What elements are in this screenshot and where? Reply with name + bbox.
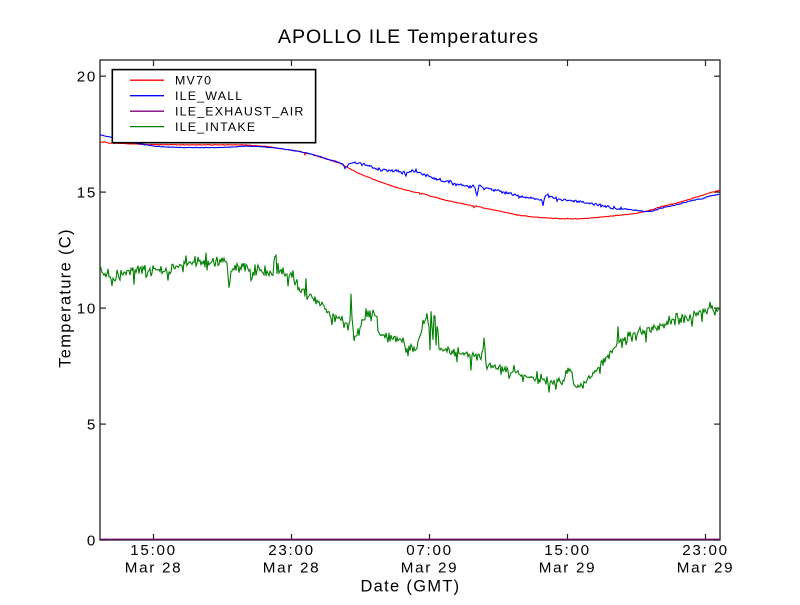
svg-text:Mar 29: Mar 29 xyxy=(401,560,458,577)
svg-text:APOLLO ILE Temperatures: APOLLO ILE Temperatures xyxy=(278,26,539,48)
svg-text:15: 15 xyxy=(77,185,97,202)
svg-text:Date (GMT): Date (GMT) xyxy=(360,578,460,596)
svg-text:15:00: 15:00 xyxy=(130,542,177,559)
svg-text:20: 20 xyxy=(77,69,97,86)
svg-text:MV70: MV70 xyxy=(175,74,212,88)
svg-text:Temperature (C): Temperature (C) xyxy=(57,228,75,368)
svg-text:ILE_INTAKE: ILE_INTAKE xyxy=(175,120,256,134)
svg-text:07:00: 07:00 xyxy=(406,542,453,559)
svg-text:5: 5 xyxy=(87,416,97,433)
svg-text:15:00: 15:00 xyxy=(544,542,591,559)
svg-text:0: 0 xyxy=(87,532,97,549)
svg-text:Mar 29: Mar 29 xyxy=(677,560,734,577)
svg-text:Mar 28: Mar 28 xyxy=(125,560,182,577)
svg-text:23:00: 23:00 xyxy=(268,542,315,559)
svg-text:ILE_WALL: ILE_WALL xyxy=(175,89,243,103)
svg-text:Mar 28: Mar 28 xyxy=(263,560,320,577)
svg-text:ILE_EXHAUST_AIR: ILE_EXHAUST_AIR xyxy=(175,105,305,119)
svg-text:23:00: 23:00 xyxy=(682,542,729,559)
svg-text:Mar 29: Mar 29 xyxy=(539,560,596,577)
svg-text:10: 10 xyxy=(77,301,97,318)
